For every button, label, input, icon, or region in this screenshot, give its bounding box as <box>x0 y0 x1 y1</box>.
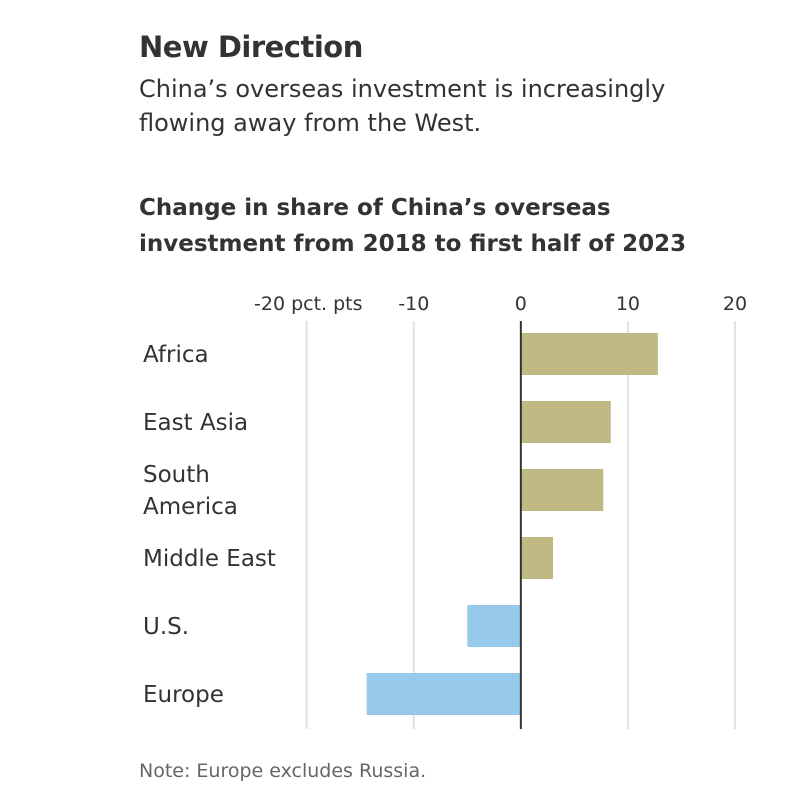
tick-label: 20 <box>723 293 747 315</box>
category-label: Europe <box>143 682 224 708</box>
category-label-line: U.S. <box>143 614 189 640</box>
chart-title: New Direction <box>139 30 363 64</box>
tick-label: -20 pct. pts <box>254 293 363 315</box>
bar-u-s- <box>467 605 521 647</box>
bar-africa <box>520 333 658 375</box>
chart-subtitle: China’s overseas investment is increasin… <box>139 75 666 137</box>
category-label-line: East Asia <box>143 410 248 436</box>
category-label-line: Africa <box>143 342 209 368</box>
category-label: Middle East <box>143 546 276 572</box>
tick-label: 10 <box>616 293 640 315</box>
bar-south-america <box>520 469 604 511</box>
bar-europe <box>366 673 521 715</box>
category-label: South America <box>143 462 238 520</box>
chart-heading: Change in share of China’s overseas inve… <box>139 195 687 257</box>
category-label-line: Europe <box>143 682 224 708</box>
category-label-line: America <box>143 494 238 520</box>
category-label-line: South <box>143 462 210 488</box>
category-label-line: Middle East <box>143 546 276 572</box>
category-label: Africa <box>143 342 209 368</box>
bar-middle-east <box>520 537 553 579</box>
tick-label: 0 <box>515 293 527 315</box>
tick-label: -10 <box>398 293 429 315</box>
category-label: U.S. <box>143 614 189 640</box>
category-label: East Asia <box>143 410 248 436</box>
bar-east-asia <box>520 401 611 443</box>
footnote: Note: Europe excludes Russia. <box>139 760 427 782</box>
